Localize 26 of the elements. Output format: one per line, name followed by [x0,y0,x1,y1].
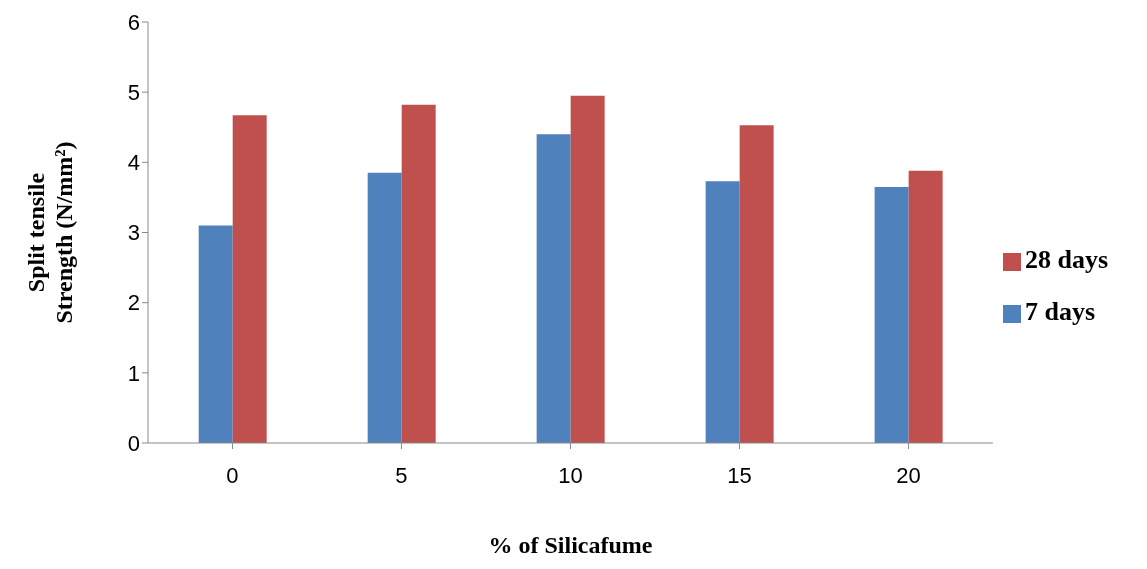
bar [198,225,233,443]
bar [570,95,605,443]
bar [536,134,571,443]
legend-label: 7 days [1024,296,1095,326]
y-tick-label: 2 [127,290,140,316]
x-tick-label: 20 [896,462,921,488]
x-axis-title: % of Silicafume [488,532,653,558]
x-tick-label: 5 [395,462,408,488]
x-tick-label: 10 [558,462,583,488]
y-tick-label: 3 [127,220,140,246]
bar [367,172,402,443]
x-tick-label: 15 [727,462,752,488]
bar [908,170,943,443]
bar [232,115,267,443]
bar [401,104,436,443]
bar [874,186,909,443]
y-tick-label: 0 [127,430,140,456]
y-tick-label: 4 [127,150,140,176]
bar [705,181,740,443]
y-tick-label: 5 [127,79,140,105]
y-tick-label: 6 [127,9,140,35]
legend-label: 28 days [1024,244,1108,274]
bar [739,125,774,443]
y-axis-title: Split tensile Strength (N/mm²) [23,141,77,324]
x-tick-label: 0 [226,462,239,488]
y-tick-label: 1 [127,360,140,386]
